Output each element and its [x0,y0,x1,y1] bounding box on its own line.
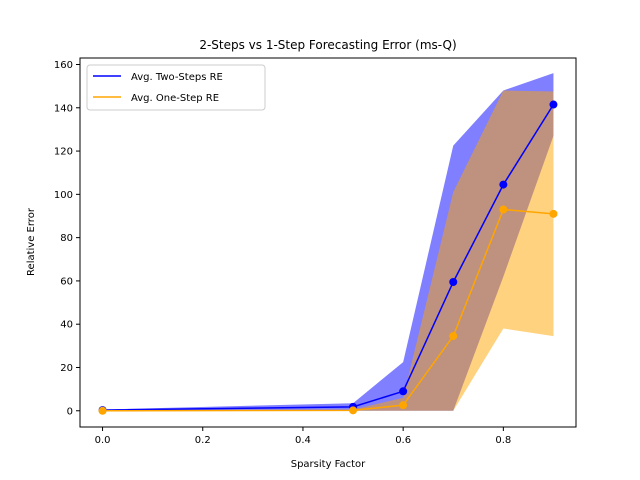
avg-one-step-re-band [102,90,554,411]
y-tick-label: 140 [54,103,73,114]
avg-one-step-re-point [449,332,458,341]
y-axis-label: Relative Error [26,207,37,276]
avg-one-step-re-point [98,406,107,415]
y-tick-label: 20 [60,363,73,374]
x-axis-ticks: 0.0 0.2 0.4 0.6 0.8 [95,427,511,446]
avg-one-step-re-point [399,401,408,410]
y-tick-label: 80 [60,233,73,244]
series-lines [102,104,555,412]
x-tick-label: 0.8 [495,435,511,446]
avg-one-step-re-point [499,205,508,214]
confidence-bands [102,73,554,411]
y-tick-label: 0 [67,406,73,417]
avg-two-steps-re-point [549,100,558,109]
avg-two-steps-re-legend-label: Avg. Two-Steps RE [131,72,223,83]
avg-one-step-re-point [549,209,558,218]
avg-two-steps-re-point [499,180,508,189]
y-axis-ticks: 0 20 40 60 80 100 120 140 160 [54,60,80,417]
avg-one-step-re-line [102,208,554,412]
chart-legend: Avg. Two-Steps RE Avg. One-Step RE [86,64,266,111]
y-tick-label: 160 [54,60,73,71]
x-tick-label: 0.0 [95,435,111,446]
y-tick-label: 40 [60,320,73,331]
x-tick-label: 0.4 [295,435,311,446]
y-tick-label: 100 [54,190,73,201]
legend-box [86,64,266,111]
avg-two-steps-re-line [102,104,555,411]
x-axis-label: Sparsity Factor [291,459,366,470]
y-tick-label: 60 [60,276,73,287]
x-tick-label: 0.2 [195,435,211,446]
series-points [98,100,558,415]
plot-area-frame [79,57,577,428]
y-tick-label: 120 [54,147,73,158]
avg-one-step-re-point [349,406,358,415]
avg-two-steps-re-point [449,277,458,286]
avg-two-steps-re-point [399,387,408,396]
avg-one-step-re-legend-label: Avg. One-Step RE [131,93,219,104]
x-tick-label: 0.6 [395,435,411,446]
chart-title: 2-Steps vs 1-Step Forecasting Error (ms-… [199,38,456,52]
